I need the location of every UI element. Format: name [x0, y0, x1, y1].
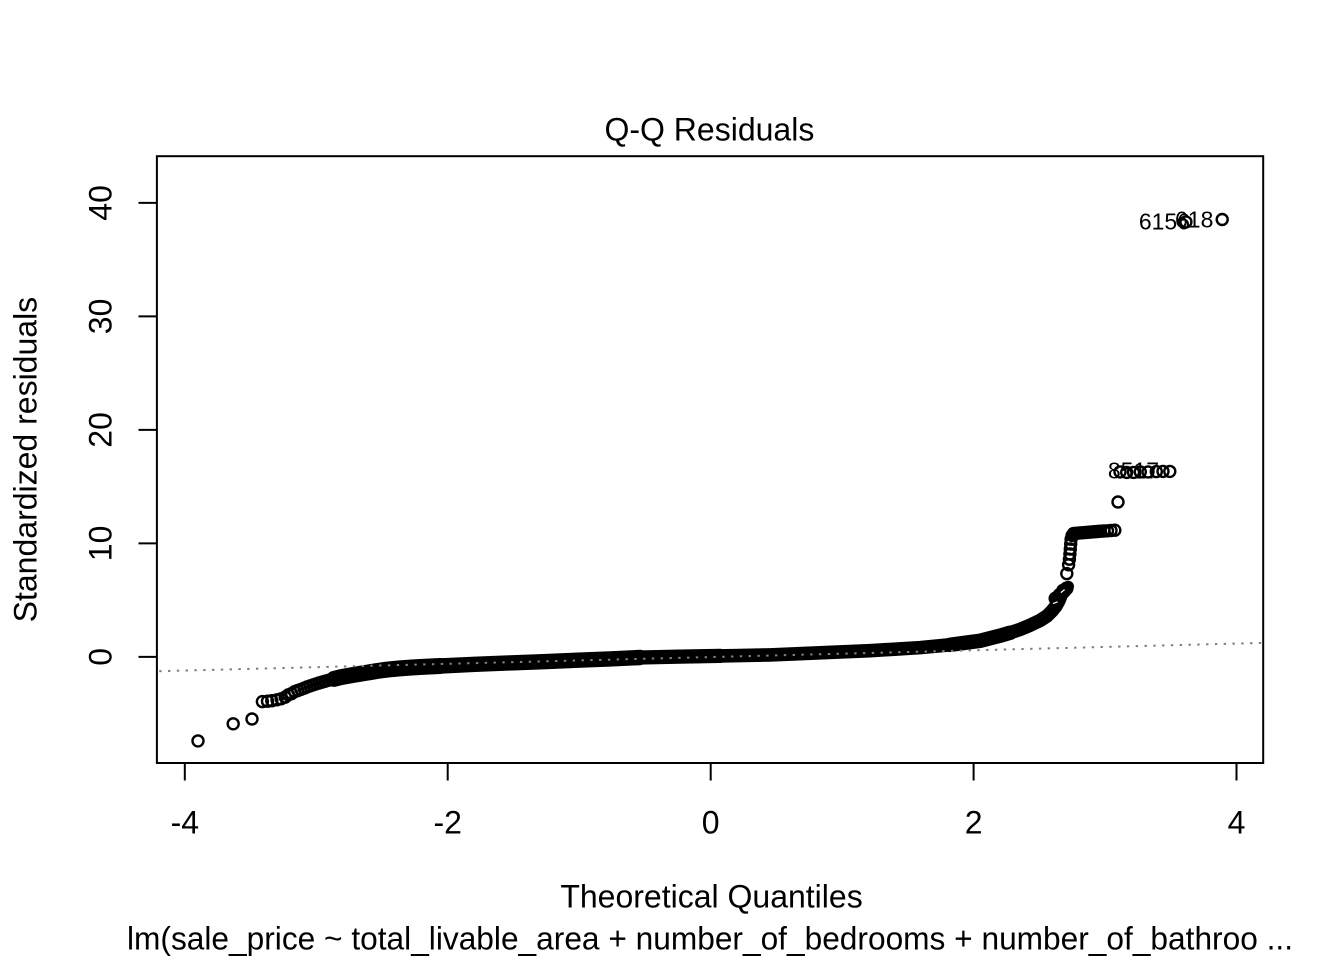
svg-text:2: 2 [965, 805, 983, 841]
svg-text:0: 0 [82, 648, 118, 666]
svg-text:10: 10 [82, 526, 118, 562]
svg-text:20: 20 [82, 412, 118, 448]
svg-text:4: 4 [1228, 805, 1246, 841]
svg-text:Theoretical Quantiles: Theoretical Quantiles [560, 879, 862, 915]
svg-text:40: 40 [82, 185, 118, 221]
svg-text:Q-Q Residuals: Q-Q Residuals [604, 112, 814, 148]
svg-text:8517: 8517 [1108, 458, 1159, 484]
svg-text:6156: 6156 [1139, 209, 1190, 235]
svg-text:0: 0 [702, 805, 720, 841]
svg-text:30: 30 [82, 299, 118, 335]
svg-text:618: 618 [1175, 207, 1213, 233]
svg-text:Standardized residuals: Standardized residuals [7, 297, 43, 623]
svg-text:-4: -4 [171, 805, 199, 841]
svg-text:-2: -2 [433, 805, 461, 841]
svg-text:lm(sale_price ~ total_livable_: lm(sale_price ~ total_livable_area + num… [127, 921, 1293, 957]
